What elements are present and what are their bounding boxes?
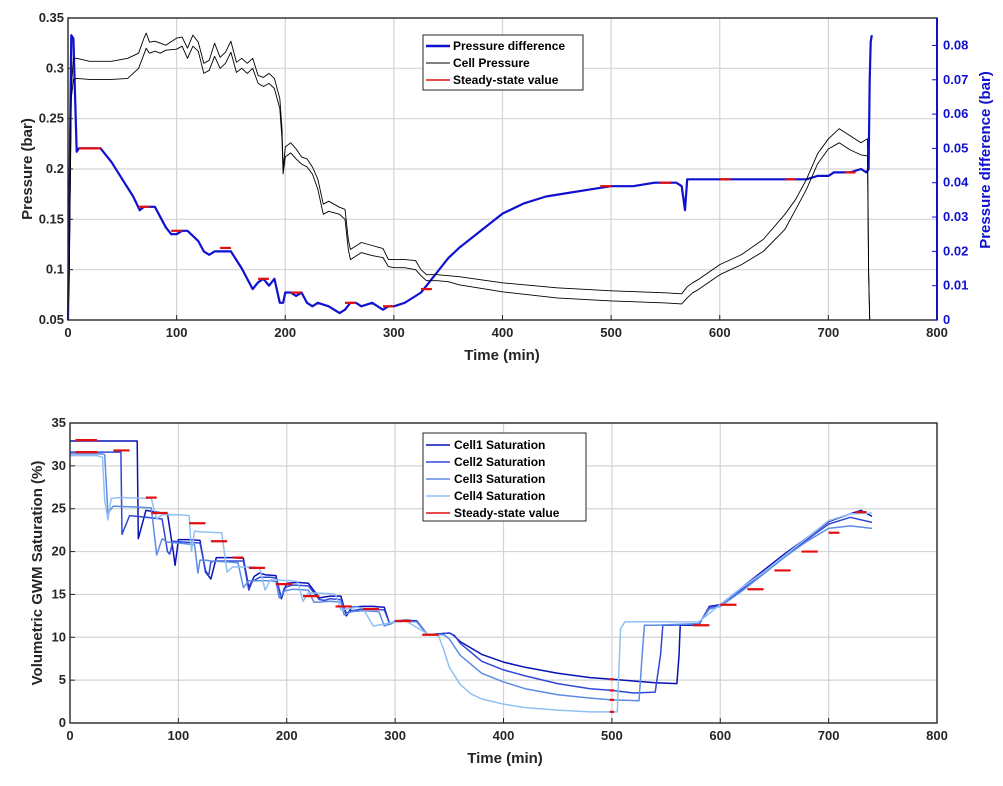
x-tick-label: 800 [926,325,948,340]
saturation-chart-x-label: Time (min) [467,750,543,767]
pressure-chart-x-label: Time (min) [464,347,540,364]
x-tick-label: 300 [384,728,406,743]
y-tick-label: 0.05 [39,312,64,327]
pressure-chart-legend: Pressure difference Cell Pressure Steady… [422,34,584,91]
y-tick-label: 30 [52,458,66,473]
saturation-chart-y-label: Volumetric GWM Saturation (%) [29,461,46,686]
x-tick-label: 800 [926,728,948,743]
y2-tick-label: 0.03 [943,209,968,224]
y-tick-label: 5 [59,672,66,687]
x-tick-label: 700 [818,325,840,340]
pressure-chart-y2-label: Pressure difference (bar) [977,71,994,249]
y2-tick-label: 0 [943,312,950,327]
saturation-chart-legend: Cell1 Saturation Cell2 Saturation Cell3 … [422,432,587,522]
saturation-chart: 0 100 200 300 400 500 600 700 800 0 5 10 15 20 25 30 35… [29,415,948,767]
series-line-cell4-saturation [70,454,873,713]
x-tick-label: 0 [64,325,71,340]
pressure-chart-y-label: Pressure (bar) [19,118,36,220]
x-tick-label: 600 [709,728,731,743]
x-tick-label: 0 [66,728,73,743]
y2-tick-label: 0.07 [943,72,968,87]
y2-tick-label: 0.01 [943,278,968,293]
y-tick-label: 0.3 [46,60,64,75]
series-line-cell-pressure [67,45,871,321]
y-tick-label: 0.25 [39,111,64,126]
series-line-cell-pressure [67,32,871,321]
y2-tick-label: 0.05 [943,140,968,155]
legend-label-cell2: Cell2 Saturation [454,455,545,469]
pressure-chart: 0 100 200 300 400 500 600 700 800 0.05 0.1 0.15 0.2… [19,10,994,364]
x-tick-label: 400 [492,325,514,340]
x-tick-label: 500 [601,728,623,743]
y2-tick-label: 0.08 [943,37,968,52]
y2-tick-label: 0.06 [943,106,968,121]
legend-label-steady-state-2: Steady-state value [454,506,560,520]
series-line-cell3-saturation [70,453,873,702]
y-tick-label: 0.1 [46,262,64,277]
y-tick-label: 15 [52,586,66,601]
x-tick-label: 700 [818,728,840,743]
x-tick-label: 300 [383,325,405,340]
legend-label-cell3: Cell3 Saturation [454,472,545,486]
x-tick-label: 200 [276,728,298,743]
legend-label-cell-pressure: Cell Pressure [453,56,530,70]
x-tick-label: 100 [168,728,190,743]
legend-label-cell1: Cell1 Saturation [454,438,545,452]
y-tick-label: 10 [52,629,66,644]
y-tick-label: 25 [52,501,66,516]
x-tick-label: 600 [709,325,731,340]
x-tick-label: 100 [166,325,188,340]
x-tick-label: 400 [493,728,515,743]
y-tick-label: 0.35 [39,10,64,25]
y-tick-label: 0 [59,715,66,730]
y-tick-label: 20 [52,544,66,559]
legend-label-cell4: Cell4 Saturation [454,489,545,503]
y2-tick-label: 0.02 [943,243,968,258]
legend-label-steady-state: Steady-state value [453,73,559,87]
legend-label-pressure-difference: Pressure difference [453,39,565,53]
y-tick-label: 35 [52,415,66,430]
saturation-legend-box [422,432,587,522]
x-tick-label: 500 [600,325,622,340]
y-tick-label: 0.15 [39,211,64,226]
y2-tick-label: 0.04 [943,175,969,190]
x-tick-label: 200 [274,325,296,340]
y-tick-label: 0.2 [46,161,64,176]
